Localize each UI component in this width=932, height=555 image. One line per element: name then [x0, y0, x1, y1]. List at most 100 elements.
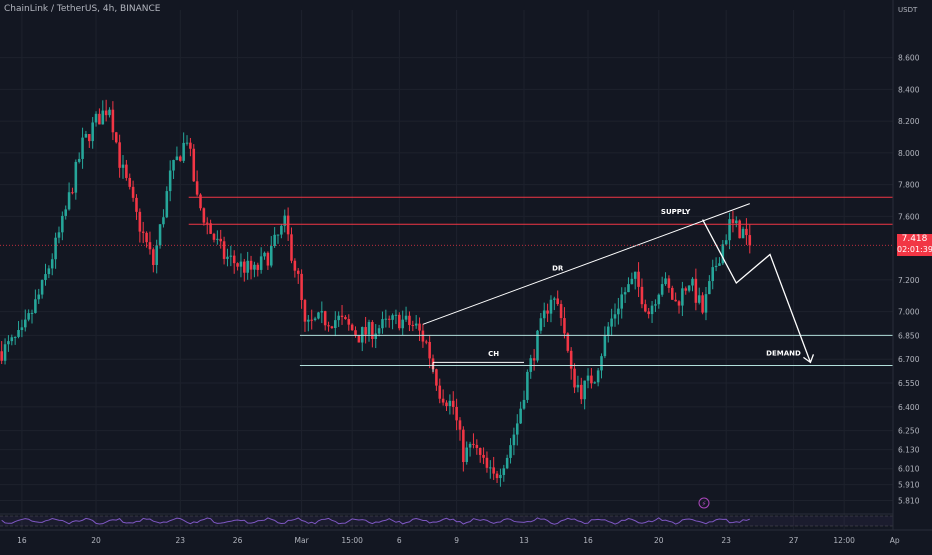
candle-body — [7, 341, 10, 345]
candle-body — [451, 400, 455, 407]
candle-body — [475, 444, 479, 448]
candle-body — [125, 164, 128, 178]
candle-body — [411, 325, 415, 327]
candle-body — [640, 286, 644, 305]
candle-body — [152, 249, 155, 265]
price-tick-label: 8.600 — [898, 54, 920, 63]
candle-body — [283, 215, 287, 226]
time-tick-label: 20 — [654, 536, 664, 545]
candle-body — [462, 429, 465, 463]
candle-body — [586, 375, 590, 381]
candle-body — [273, 234, 276, 247]
candle-body — [216, 238, 219, 240]
time-tick-label: 15:00 — [341, 536, 363, 545]
price-tick-label: 6.250 — [898, 427, 920, 436]
time-tick-label: 20 — [91, 536, 101, 545]
candle-body — [357, 335, 361, 343]
candle-body — [664, 278, 667, 285]
candle-body — [162, 217, 165, 225]
candle-body — [192, 148, 196, 182]
candle-body — [492, 467, 495, 474]
time-tick-label: 23 — [721, 536, 731, 545]
candle-body — [195, 181, 199, 195]
candle-body — [610, 318, 613, 327]
candle-body — [40, 279, 44, 295]
candle-body — [222, 241, 226, 259]
candle-body — [630, 278, 634, 285]
candle-body — [179, 156, 182, 161]
candle-body — [620, 294, 624, 309]
candle-body — [236, 263, 239, 267]
candle-body — [239, 261, 243, 267]
time-tick-label: 27 — [789, 536, 799, 545]
candle-body — [182, 142, 185, 161]
time-tick-label: 12:00 — [833, 536, 855, 545]
candle-body — [229, 255, 233, 257]
candle-body — [74, 161, 78, 193]
candle-body — [522, 399, 526, 409]
candle-body — [205, 222, 209, 224]
candle-body — [536, 330, 539, 361]
candle-body — [633, 271, 637, 279]
candle-body — [172, 159, 175, 171]
candle-body — [738, 220, 741, 239]
candle-body — [546, 310, 549, 314]
candle-body — [50, 259, 54, 269]
candle-body — [677, 301, 681, 306]
candle-body — [148, 242, 152, 250]
pair-title: ChainLink / TetherUS, 4h, BINANCE — [4, 4, 161, 14]
candle-body — [704, 294, 708, 313]
candle-body — [603, 335, 607, 357]
candle-body — [145, 232, 148, 243]
candle-body — [77, 158, 81, 162]
oscillator-band-fill — [0, 516, 893, 526]
candle-body — [549, 299, 553, 314]
candle-body — [290, 234, 293, 261]
candle-body — [209, 223, 212, 234]
candle-body — [542, 310, 546, 319]
candle-body — [606, 326, 610, 336]
candle-body — [81, 137, 84, 159]
candle-body — [573, 368, 576, 388]
candle-body — [108, 109, 111, 116]
candle-body — [728, 219, 731, 241]
candle-body — [232, 255, 236, 264]
candle-body — [34, 299, 37, 313]
candle-body — [367, 322, 371, 335]
candle-body — [418, 323, 421, 331]
candle-body — [293, 260, 297, 271]
candle-body — [708, 281, 711, 295]
lightning-icon — [698, 497, 710, 509]
candle-body — [17, 329, 20, 337]
candle-body — [155, 245, 158, 265]
candle-body — [104, 110, 108, 116]
candle-body — [421, 330, 425, 342]
candle-body — [697, 295, 701, 303]
candle-body — [714, 265, 718, 268]
candle-body — [330, 326, 334, 329]
candle-body — [563, 318, 566, 334]
candle-body — [131, 186, 135, 198]
candle-body — [381, 319, 384, 329]
candle-body — [741, 228, 745, 239]
candle-body — [158, 224, 162, 246]
candle-body — [320, 311, 324, 313]
candle-body — [354, 330, 357, 336]
candle-body — [286, 215, 290, 235]
candle-body — [175, 156, 179, 160]
projection-path — [702, 219, 812, 363]
price-tick-label: 6.010 — [898, 465, 920, 474]
candle-body — [199, 194, 202, 209]
candle-body — [670, 287, 674, 300]
bar-countdown: 02:01:39 — [897, 245, 932, 255]
candle-body — [114, 132, 118, 143]
candle-body — [364, 327, 367, 335]
candle-body — [650, 305, 654, 315]
candle-body — [67, 192, 71, 210]
candle-body — [337, 315, 340, 321]
candle-body — [334, 320, 337, 329]
candle-body — [360, 327, 364, 343]
candle-body — [448, 400, 452, 407]
